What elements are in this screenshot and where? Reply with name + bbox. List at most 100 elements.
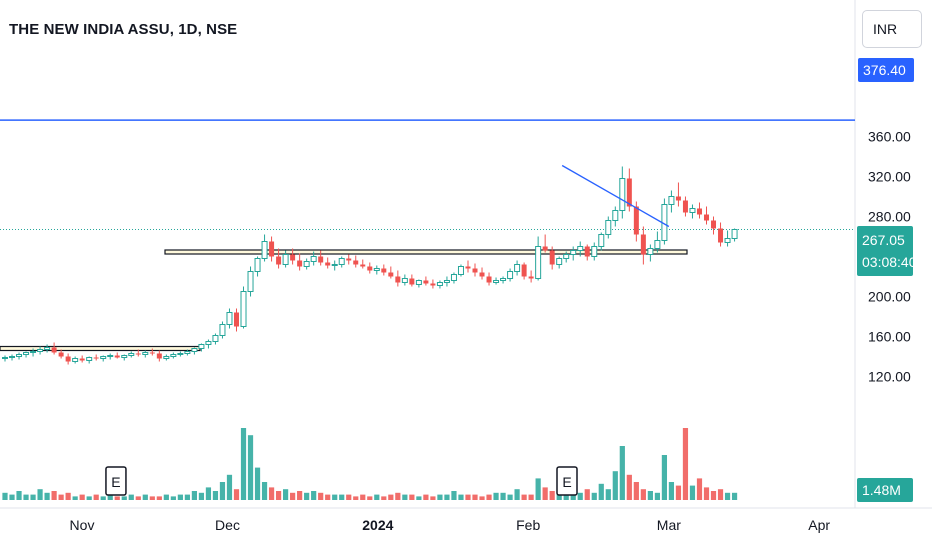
earnings-marker-box [556,466,578,496]
candle-body [711,220,717,229]
currency-button[interactable]: INR [862,10,922,48]
candle-body [233,312,239,327]
earnings-marker[interactable]: E [105,466,127,496]
time-axis-label: Nov [70,517,95,533]
candle-body [675,196,681,201]
candle-body [219,324,226,336]
candle-body [16,354,23,357]
time-axis[interactable]: Nov Dec 2024 Feb Mar Apr [70,517,831,533]
volume-bar [107,494,113,500]
candle [696,202,702,219]
volume-bar [212,491,219,500]
volume-bar [668,482,675,500]
candle-body [668,196,675,205]
candle-body [191,348,198,352]
candle-body [423,280,429,284]
candle [598,232,605,251]
candle-body [718,228,724,243]
candle [423,276,429,286]
candle [318,250,324,266]
candle-body [605,220,612,235]
candle [86,356,93,364]
volume-bar [409,494,415,500]
volume-bar [86,496,92,500]
volume-bar [444,494,450,500]
candle [2,355,8,362]
candle [401,274,408,286]
volume-bar [353,496,359,500]
trendline[interactable] [561,164,670,228]
candle-body [704,214,709,221]
candle-body [430,283,436,286]
candle-body [514,264,521,272]
candle [724,230,731,247]
volume-bar [297,491,303,500]
candle [297,253,303,271]
volume-bar [689,485,696,500]
candle [373,265,380,275]
candle-body [401,278,408,283]
candle-body [65,356,71,362]
candle-body [612,210,619,221]
candle-body [353,260,359,265]
volume-bar [156,496,162,500]
candle-body [682,200,688,213]
candle [612,206,619,227]
candle [16,352,23,360]
candle-body [542,246,548,251]
time-axis-label: 2024 [362,517,393,533]
candle-body [290,254,296,261]
volume-bar [51,491,57,500]
volume-tag: 1.48M [857,478,913,502]
volume-bar [437,494,443,500]
symbol-title[interactable]: THE NEW INDIA ASSU, 1D, NSE [9,21,238,38]
volume-bar [395,492,401,500]
candle [591,242,598,261]
candle [247,266,254,297]
candle [177,351,184,357]
candle [675,182,681,207]
candle-body [436,282,443,286]
candle-body [549,250,555,265]
lower-zone-rectangle[interactable] [0,345,201,352]
candle-body [198,344,205,349]
candle-body [409,278,415,285]
volume-bar [283,489,289,500]
candle [570,246,577,261]
volume-bar [458,494,464,500]
volume-bar [731,492,738,500]
volume-bar [556,492,562,500]
volume-bar [367,496,373,500]
volume-bar [584,489,590,500]
volume-bar [717,489,724,500]
candle [661,198,668,245]
volume-bar [675,485,682,500]
candle [704,206,709,225]
volume-bar [30,494,36,500]
candle-body [331,264,338,266]
volume-bar [381,496,387,500]
volume-bar [598,483,604,500]
candle [282,250,289,268]
support-zone-rectangle[interactable] [164,249,688,255]
candle-body [626,178,632,207]
candle-body [79,358,85,361]
earnings-marker-label: E [111,474,120,490]
candle-body [2,357,8,359]
candle-body [696,208,702,215]
candle-body [282,254,289,265]
candle [668,190,675,213]
volume-bar [521,494,527,500]
candle-body [184,351,191,354]
candle [450,272,457,284]
candle-body [486,276,492,283]
volume-bar [268,487,275,500]
candle-body [212,335,219,342]
candle [37,346,44,355]
candle-body [276,256,282,265]
candle [212,333,219,345]
earnings-marker[interactable]: E [556,466,578,496]
volume-bar [493,492,499,500]
